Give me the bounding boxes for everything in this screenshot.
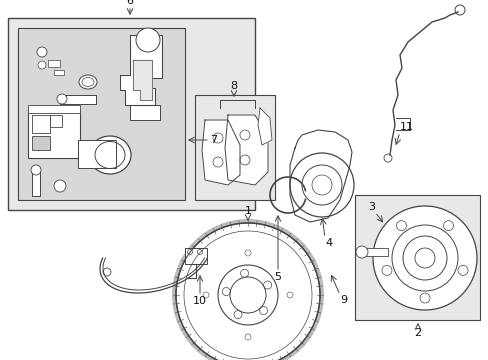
Bar (54, 70, 64, 75)
Polygon shape (258, 108, 271, 145)
Circle shape (38, 61, 46, 69)
Bar (8, 18, 254, 210)
Text: 2: 2 (414, 328, 421, 338)
Circle shape (229, 277, 265, 313)
Polygon shape (133, 60, 152, 100)
Text: 1: 1 (244, 206, 251, 216)
Polygon shape (202, 120, 240, 185)
Circle shape (355, 246, 367, 258)
Bar (354, 195, 479, 320)
Circle shape (218, 265, 278, 325)
Text: 11: 11 (399, 122, 413, 132)
Bar (32, 136, 50, 150)
Polygon shape (289, 130, 351, 222)
Polygon shape (224, 115, 267, 185)
Polygon shape (120, 35, 162, 105)
Circle shape (289, 153, 353, 217)
Bar (184, 248, 206, 264)
Bar (28, 105, 80, 113)
Circle shape (402, 236, 446, 280)
Text: 9: 9 (339, 295, 346, 305)
Bar (359, 248, 387, 256)
Bar (130, 105, 160, 120)
Circle shape (54, 180, 66, 192)
Bar (48, 60, 60, 67)
Bar (18, 28, 184, 200)
Text: 4: 4 (325, 238, 331, 248)
Ellipse shape (89, 136, 131, 174)
Text: 5: 5 (274, 272, 281, 282)
Bar (60, 95, 96, 104)
Bar (28, 110, 80, 158)
Bar (32, 115, 50, 133)
Circle shape (57, 94, 67, 104)
Text: 6: 6 (126, 0, 133, 6)
Circle shape (372, 206, 476, 310)
Text: 7: 7 (209, 135, 217, 145)
Text: 10: 10 (193, 296, 206, 306)
Text: 8: 8 (230, 81, 237, 91)
Ellipse shape (79, 75, 97, 89)
Bar (50, 115, 62, 127)
Bar (32, 168, 40, 196)
Circle shape (391, 225, 457, 291)
Text: 3: 3 (367, 202, 374, 212)
Bar (78, 140, 116, 168)
Circle shape (31, 165, 41, 175)
Circle shape (172, 219, 324, 360)
Circle shape (414, 248, 434, 268)
Circle shape (37, 47, 47, 57)
Circle shape (136, 28, 160, 52)
Circle shape (176, 223, 319, 360)
Bar (195, 95, 274, 200)
